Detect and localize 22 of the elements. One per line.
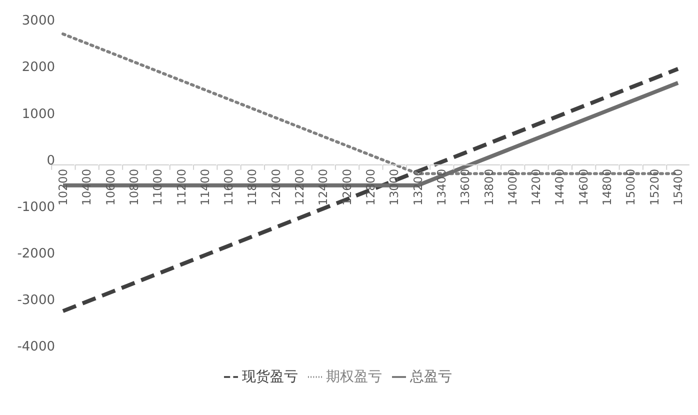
y-tick-label: -3000 — [17, 293, 55, 308]
x-tick-label: 15200 — [647, 168, 662, 206]
x-tick-label: 13600 — [458, 168, 472, 206]
x-tick-label: 13800 — [482, 168, 496, 206]
legend-label: 期权盈亏 — [326, 369, 382, 385]
y-tick-label: 0 — [46, 153, 55, 168]
x-tick-label: 14600 — [576, 168, 590, 206]
y-tick-label: 2000 — [22, 60, 55, 76]
x-tick-label: 15000 — [624, 168, 638, 206]
y-tick-label: -4000 — [17, 340, 55, 355]
y-tick-label: 3000 — [22, 14, 55, 29]
legend-label: 现货盈亏 — [242, 369, 298, 385]
x-tick-label: 14800 — [600, 168, 614, 206]
y-tick-label: 1000 — [22, 106, 55, 122]
x-tick-label: 14400 — [552, 168, 567, 206]
legend-label: 总盈亏 — [410, 369, 452, 385]
x-tick-label: 10200 — [56, 168, 70, 206]
y-tick-label: -1000 — [17, 200, 55, 215]
x-tick-label: 14000 — [505, 168, 520, 206]
x-tick-label: 15400 — [671, 168, 685, 206]
x-tick-label: 14200 — [529, 168, 544, 206]
y-tick-label: -2000 — [17, 246, 55, 262]
